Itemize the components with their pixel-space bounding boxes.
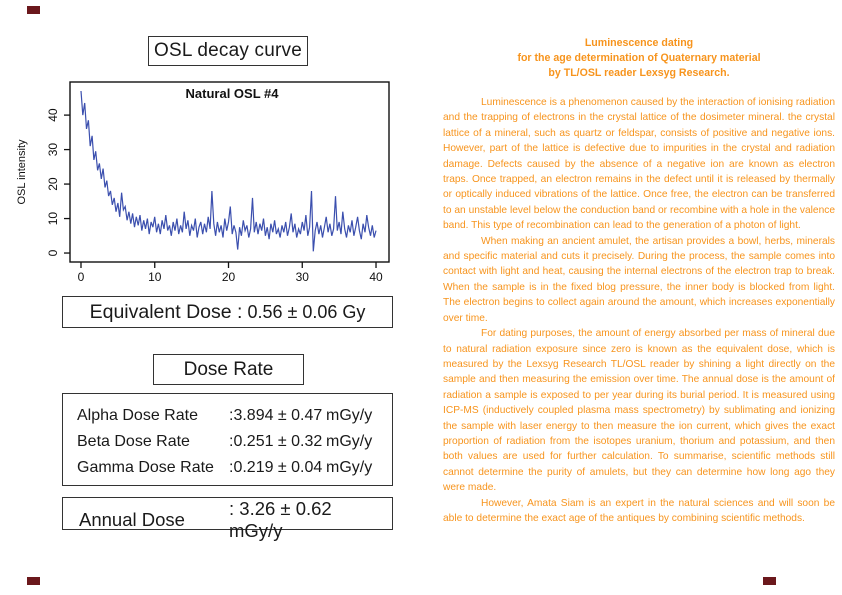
corner-mark-bottom-left bbox=[27, 577, 40, 585]
beta-dose-rate-row: Beta Dose Rate :0.251 ± 0.32 mGy/y bbox=[77, 429, 378, 455]
alpha-dose-rate-value: :3.894 ± 0.47 bbox=[229, 407, 323, 424]
y-tick-label: 10 bbox=[46, 212, 60, 226]
x-tick-label: 40 bbox=[369, 270, 383, 284]
equivalent-dose-unit: Gy bbox=[342, 301, 366, 322]
y-tick-label: 30 bbox=[46, 143, 60, 157]
article-title: Luminescence dating for the age determin… bbox=[443, 36, 835, 81]
x-tick-label: 0 bbox=[78, 270, 85, 284]
annual-dose-unit: mGy/y bbox=[229, 520, 283, 541]
gamma-dose-rate-value: :0.219 ± 0.04 bbox=[229, 459, 323, 476]
dose-rates-box: Alpha Dose Rate :3.894 ± 0.47 mGy/y Beta… bbox=[62, 393, 393, 486]
y-axis-label: OSL intensity bbox=[16, 139, 28, 205]
gamma-dose-rate-unit: mGy/y bbox=[326, 459, 373, 476]
corner-mark-top-left bbox=[27, 6, 40, 14]
osl-decay-curve-title-box: OSL decay curve bbox=[148, 36, 308, 66]
x-tick-label: 20 bbox=[222, 270, 236, 284]
article: Luminescence dating for the age determin… bbox=[443, 36, 835, 526]
alpha-dose-rate-row: Alpha Dose Rate :3.894 ± 0.47 mGy/y bbox=[77, 403, 378, 429]
annual-dose-box: Annual Dose : 3.26 ± 0.62 mGy/y bbox=[62, 497, 393, 541]
equivalent-dose-label: Equivalent Dose : bbox=[89, 300, 243, 323]
article-title-line-1: Luminescence dating bbox=[584, 37, 694, 49]
dose-rate-title: Dose Rate bbox=[183, 358, 274, 380]
gamma-dose-rate-label: Gamma Dose Rate bbox=[77, 459, 214, 476]
article-paragraph: When making an ancient amulet, the artis… bbox=[443, 235, 835, 324]
y-tick-label: 40 bbox=[46, 108, 60, 122]
article-title-line-2: for the age determination of Quaternary … bbox=[517, 52, 761, 64]
article-paragraph: Luminescence is a phenomenon caused by t… bbox=[443, 97, 835, 232]
osl-chart: Natural OSL #4 OSL intensity 0 10 20 30 40 0 1… bbox=[0, 76, 410, 291]
article-title-line-3: by TL/OSL reader Lexsyg Research. bbox=[548, 67, 730, 79]
beta-dose-rate-value: :0.251 ± 0.32 bbox=[229, 433, 323, 450]
article-paragraph: For dating purposes, the amount of energ… bbox=[443, 328, 835, 494]
annual-dose-label: Annual Dose bbox=[79, 509, 185, 530]
annual-dose-value: : 3.26 ± 0.62 mGy/y bbox=[229, 498, 382, 542]
x-tick-label: 10 bbox=[148, 270, 162, 284]
annual-dose-value-number: : 3.26 ± 0.62 bbox=[229, 498, 332, 519]
plot-title: Natural OSL #4 bbox=[186, 86, 280, 101]
article-paragraph: However, Amata Siam is an expert in the … bbox=[443, 497, 835, 524]
beta-dose-rate-label: Beta Dose Rate bbox=[77, 433, 190, 450]
corner-mark-bottom-right bbox=[763, 577, 776, 585]
x-tick-label: 30 bbox=[296, 270, 310, 284]
article-body: Luminescence is a phenomenon caused by t… bbox=[443, 95, 835, 526]
equivalent-dose-box: Equivalent Dose : 0.56 ± 0.06 Gy bbox=[62, 296, 393, 328]
gamma-dose-rate-row: Gamma Dose Rate :0.219 ± 0.04 mGy/y bbox=[77, 455, 378, 481]
equivalent-dose-value: 0.56 ± 0.06 bbox=[247, 301, 338, 322]
plot-frame bbox=[69, 81, 390, 263]
y-tick-label: 0 bbox=[46, 249, 60, 256]
alpha-dose-rate-unit: mGy/y bbox=[326, 407, 373, 424]
osl-decay-curve-title: OSL decay curve bbox=[153, 40, 303, 61]
y-tick-label: 20 bbox=[46, 177, 60, 191]
beta-dose-rate-unit: mGy/y bbox=[326, 433, 373, 450]
osl-curve bbox=[80, 90, 377, 252]
alpha-dose-rate-label: Alpha Dose Rate bbox=[77, 407, 198, 424]
dose-rate-title-box: Dose Rate bbox=[153, 354, 304, 385]
osl-decay-plot: Natural OSL #4 OSL intensity 0 10 20 30 40 0 1… bbox=[16, 81, 390, 284]
